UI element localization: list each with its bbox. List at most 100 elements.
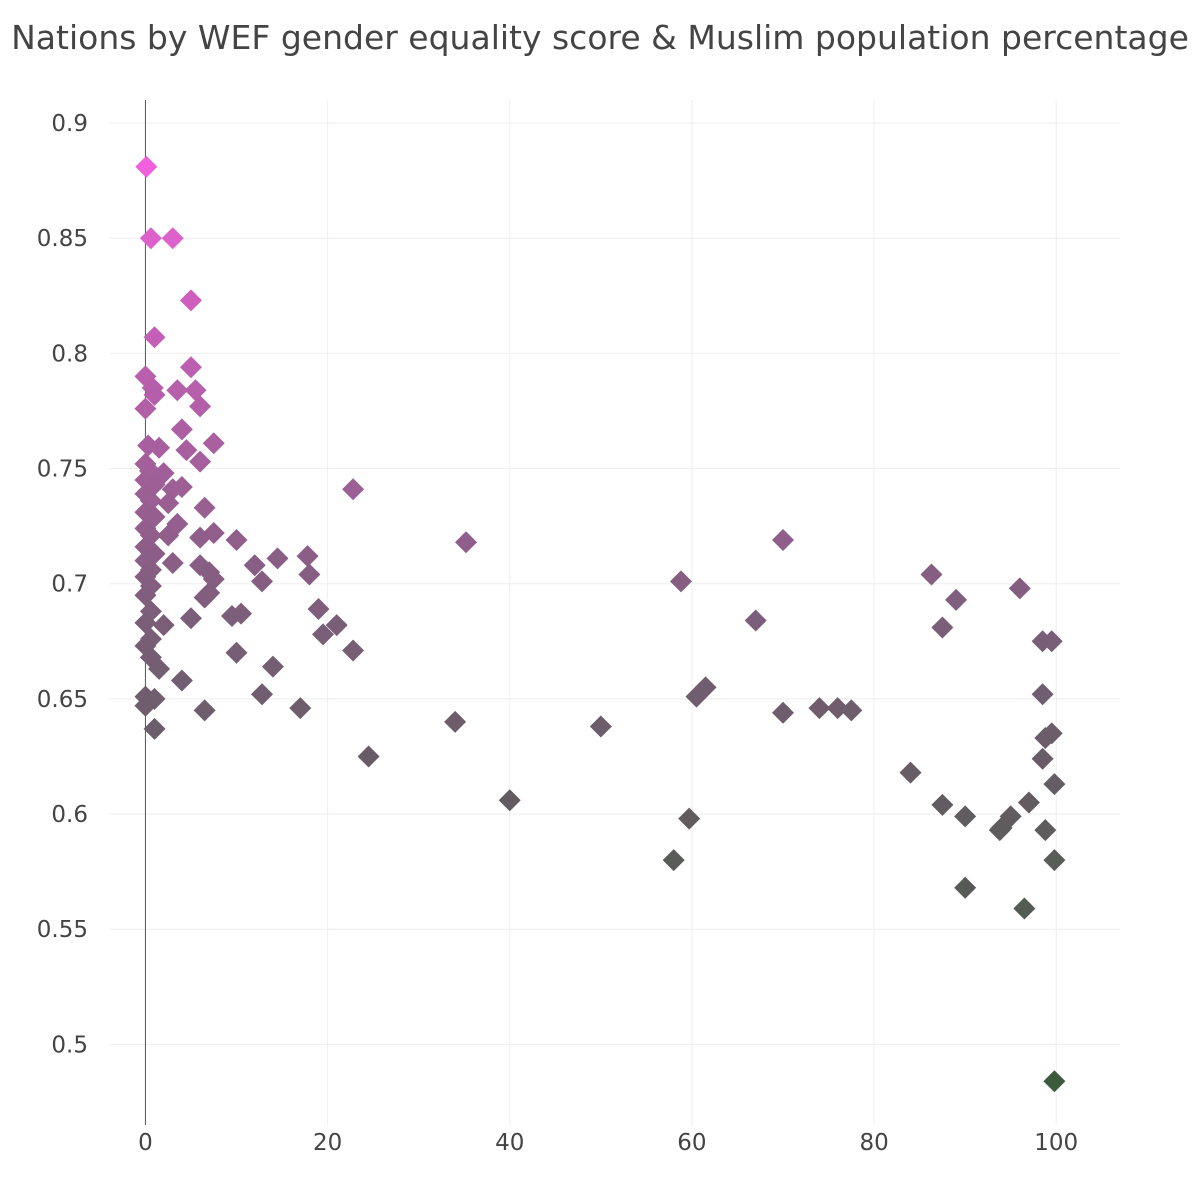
data-point — [1008, 577, 1031, 600]
data-point — [251, 570, 274, 593]
data-point — [685, 685, 708, 708]
data-point — [289, 697, 312, 720]
data-point — [744, 609, 767, 632]
y-tick-label: 0.9 — [51, 111, 88, 137]
data-point — [261, 655, 284, 678]
grid-lines — [109, 100, 1120, 1125]
data-point — [899, 761, 922, 784]
y-tick-label: 0.85 — [37, 226, 88, 252]
data-point — [589, 715, 612, 738]
data-point — [954, 876, 977, 899]
data-point — [135, 155, 158, 178]
data-point — [931, 793, 954, 816]
data-point — [772, 528, 794, 551]
data-point — [444, 710, 467, 733]
data-point — [298, 563, 321, 586]
data-point — [662, 849, 685, 872]
data-point — [1043, 773, 1066, 796]
y-tick-label: 0.6 — [51, 802, 88, 828]
data-point — [1040, 630, 1063, 653]
data-point — [202, 432, 225, 455]
axes: 0.5 0.55 0.6 0.65 0.7 0.75 0.8 0.85 0.9 0 20 40 60 80… — [37, 100, 1078, 1156]
data-point — [342, 478, 365, 501]
y-tick-label: 0.7 — [51, 572, 88, 598]
data-point — [251, 683, 274, 706]
data-point — [988, 819, 1011, 842]
data-point — [139, 227, 162, 250]
data-point — [678, 807, 701, 830]
data-point — [179, 356, 202, 379]
data-point — [1043, 849, 1066, 872]
y-tick-label: 0.55 — [37, 917, 88, 943]
data-point — [134, 694, 157, 717]
x-tick-label: 80 — [859, 1130, 888, 1156]
data-point — [143, 717, 166, 740]
data-points — [134, 155, 1066, 1093]
data-point — [193, 586, 216, 609]
data-point — [189, 526, 212, 549]
data-point — [134, 397, 157, 420]
y-tick-label: 0.8 — [51, 341, 88, 367]
data-point — [772, 701, 794, 724]
y-tick-label: 0.75 — [37, 457, 88, 483]
data-point — [840, 699, 863, 722]
data-point — [166, 379, 189, 402]
x-tick-label: 40 — [495, 1130, 524, 1156]
data-point — [920, 563, 943, 586]
data-point — [193, 699, 216, 722]
data-point — [342, 639, 365, 662]
data-point — [243, 554, 266, 577]
data-point — [455, 531, 478, 554]
data-point — [498, 789, 521, 812]
data-point — [184, 379, 207, 402]
data-point — [945, 588, 968, 611]
data-point — [170, 418, 193, 441]
data-point — [161, 227, 184, 250]
data-point — [225, 641, 248, 664]
data-point — [148, 657, 171, 680]
data-point — [175, 439, 198, 462]
data-point — [954, 805, 977, 828]
data-point — [189, 450, 212, 473]
x-tick-label: 20 — [313, 1130, 342, 1156]
data-point — [170, 669, 193, 692]
data-point — [225, 528, 248, 551]
data-point — [157, 492, 180, 515]
data-point — [152, 614, 175, 637]
data-point — [189, 395, 212, 418]
data-point — [325, 614, 348, 637]
data-point — [1017, 791, 1040, 814]
chart-title: Nations by WEF gender equality score & M… — [11, 18, 1189, 57]
data-point — [669, 570, 692, 593]
data-point — [157, 524, 180, 547]
data-point — [1031, 683, 1054, 706]
data-point — [826, 697, 849, 720]
data-point — [357, 745, 380, 768]
data-point — [1034, 727, 1057, 750]
y-tick-label: 0.65 — [37, 687, 88, 713]
data-point — [1031, 747, 1054, 770]
data-point — [931, 616, 954, 639]
data-point — [148, 436, 171, 459]
data-point — [808, 697, 831, 720]
data-point — [143, 383, 166, 406]
x-tick-label: 100 — [1034, 1130, 1078, 1156]
y-tick-label: 0.5 — [51, 1032, 88, 1058]
data-point — [179, 289, 202, 312]
data-point — [1034, 819, 1057, 842]
data-point — [1013, 897, 1036, 920]
data-point — [143, 326, 166, 349]
data-point — [307, 598, 330, 621]
data-point — [296, 545, 319, 568]
data-point — [193, 496, 216, 519]
data-point — [1043, 1070, 1066, 1093]
x-tick-label: 0 — [138, 1130, 153, 1156]
x-tick-label: 60 — [677, 1130, 706, 1156]
data-point — [220, 604, 243, 627]
data-point — [179, 607, 202, 630]
data-point — [266, 547, 289, 570]
data-point — [161, 551, 184, 574]
data-point — [312, 623, 335, 646]
